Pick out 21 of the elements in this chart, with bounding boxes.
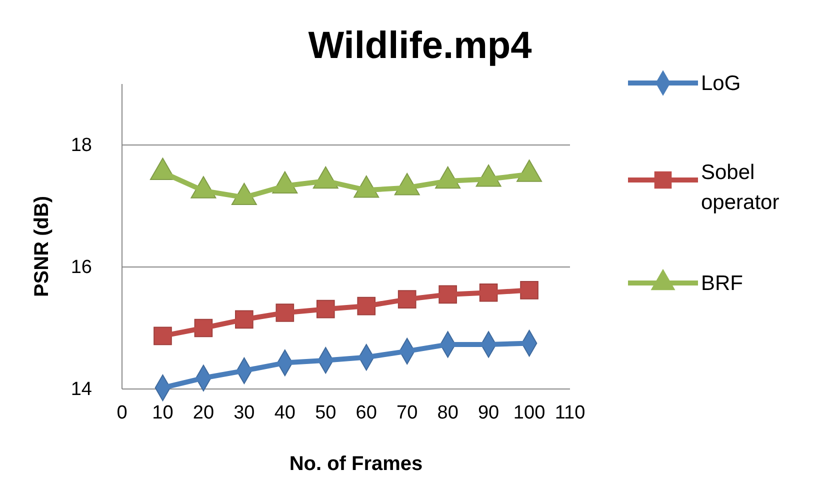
y-tick-label: 16 — [70, 257, 92, 278]
x-tick-label: 20 — [192, 402, 214, 424]
x-tick-label: 90 — [478, 402, 500, 424]
x-axis-title: No. of Frames — [289, 453, 423, 475]
x-tick-label: 30 — [234, 402, 255, 424]
chart-title: Wildlife.mp4 — [308, 25, 532, 67]
x-tick-label: 50 — [315, 402, 336, 424]
x-tick-label: 100 — [513, 402, 546, 424]
x-tick-label: 70 — [396, 402, 418, 424]
x-tick-label: 110 — [554, 402, 586, 424]
legend-label: BRF — [701, 272, 743, 295]
x-tick-label: 40 — [274, 402, 296, 424]
y-axis-title: PSNR (dB) — [31, 196, 53, 298]
x-tick-label: 80 — [437, 402, 458, 424]
x-tick-label: 60 — [356, 402, 377, 424]
x-tick-label: 0 — [116, 402, 128, 424]
y-tick-label: 14 — [70, 379, 92, 400]
legend-label: LoG — [701, 72, 741, 95]
x-tick-label: 10 — [152, 402, 174, 424]
legend-label: Sobel operator — [701, 161, 780, 214]
y-tick-label: 18 — [70, 135, 92, 156]
